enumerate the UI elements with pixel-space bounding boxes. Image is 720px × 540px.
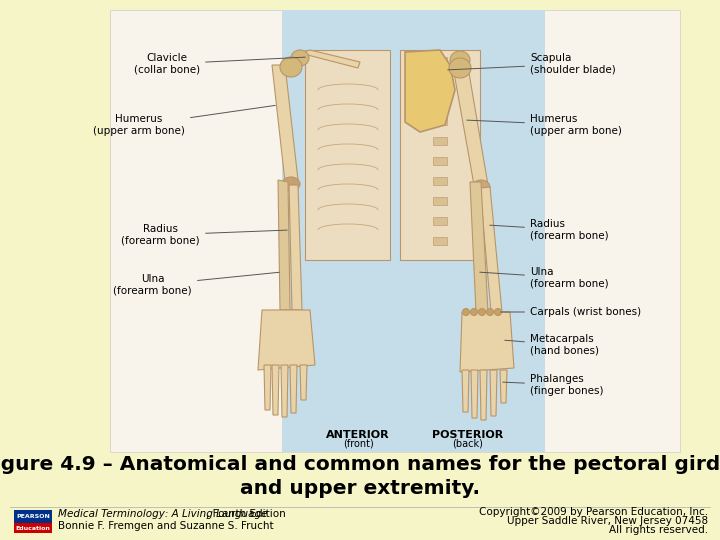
Polygon shape — [258, 310, 315, 370]
Polygon shape — [278, 180, 290, 310]
Polygon shape — [490, 370, 497, 416]
Ellipse shape — [280, 57, 302, 77]
Text: Education: Education — [16, 525, 50, 530]
Ellipse shape — [282, 177, 300, 191]
Bar — [433, 77, 447, 85]
Text: , Fourth Edition: , Fourth Edition — [206, 509, 286, 519]
Bar — [433, 97, 447, 105]
Text: Upper Saddle River, New Jersey 07458: Upper Saddle River, New Jersey 07458 — [507, 516, 708, 526]
Bar — [393, 10, 545, 452]
Text: Phalanges
(finger bones): Phalanges (finger bones) — [503, 374, 603, 396]
Text: Humerus
(upper arm bone): Humerus (upper arm bone) — [93, 105, 275, 136]
Bar — [433, 197, 447, 205]
Polygon shape — [264, 365, 271, 410]
Bar — [433, 157, 447, 165]
Ellipse shape — [462, 308, 469, 315]
Bar — [433, 217, 447, 225]
Polygon shape — [462, 370, 469, 412]
Text: Medical Terminology: A Living Language: Medical Terminology: A Living Language — [58, 509, 268, 519]
Text: PEARSON: PEARSON — [16, 514, 50, 518]
Ellipse shape — [472, 180, 490, 194]
Polygon shape — [480, 370, 487, 420]
Text: Carpals (wrist bones): Carpals (wrist bones) — [501, 307, 641, 317]
Text: Figure 4.9 – Anatomical and common names for the pectoral girdle: Figure 4.9 – Anatomical and common names… — [0, 456, 720, 475]
Bar — [282, 10, 435, 452]
Polygon shape — [300, 365, 307, 400]
Polygon shape — [500, 370, 507, 403]
Polygon shape — [471, 370, 478, 418]
Text: Copyright©2009 by Pearson Education, Inc.: Copyright©2009 by Pearson Education, Inc… — [479, 507, 708, 517]
Text: POSTERIOR: POSTERIOR — [433, 430, 503, 440]
Polygon shape — [405, 50, 455, 132]
Polygon shape — [305, 50, 390, 260]
Text: All rights reserved.: All rights reserved. — [609, 525, 708, 535]
Text: Bonnie F. Fremgen and Suzanne S. Frucht: Bonnie F. Fremgen and Suzanne S. Frucht — [58, 521, 274, 531]
Bar — [14, 523, 52, 533]
Ellipse shape — [291, 50, 309, 66]
Text: ANTERIOR: ANTERIOR — [326, 430, 390, 440]
Polygon shape — [400, 50, 480, 260]
Polygon shape — [272, 65, 298, 182]
Text: Radius
(forearm bone): Radius (forearm bone) — [122, 224, 287, 246]
Ellipse shape — [495, 308, 502, 315]
Text: Scapula
(shoulder blade): Scapula (shoulder blade) — [448, 53, 616, 75]
Text: Humerus
(upper arm bone): Humerus (upper arm bone) — [467, 114, 622, 136]
Polygon shape — [290, 365, 297, 413]
Text: (back): (back) — [453, 439, 483, 449]
Ellipse shape — [449, 58, 471, 78]
Bar — [433, 137, 447, 145]
Polygon shape — [453, 67, 488, 185]
Text: Radius
(forearm bone): Radius (forearm bone) — [490, 219, 608, 241]
Text: Ulna
(forearm bone): Ulna (forearm bone) — [480, 267, 608, 289]
Bar — [110, 10, 680, 452]
Text: Clavicle
(collar bone): Clavicle (collar bone) — [134, 53, 305, 75]
Bar — [14, 510, 52, 524]
Polygon shape — [460, 312, 514, 372]
Text: (front): (front) — [343, 439, 374, 449]
Bar — [433, 117, 447, 125]
Text: Ulna
(forearm bone): Ulna (forearm bone) — [113, 272, 279, 296]
Text: Metacarpals
(hand bones): Metacarpals (hand bones) — [505, 334, 599, 356]
Bar — [433, 177, 447, 185]
Ellipse shape — [487, 308, 493, 315]
Polygon shape — [281, 365, 288, 417]
Ellipse shape — [450, 51, 470, 69]
Bar — [433, 57, 447, 65]
Text: and upper extremity.: and upper extremity. — [240, 478, 480, 497]
Polygon shape — [470, 182, 488, 312]
Ellipse shape — [470, 308, 477, 315]
Polygon shape — [300, 50, 360, 68]
Polygon shape — [480, 187, 502, 312]
Polygon shape — [272, 365, 279, 415]
Polygon shape — [289, 185, 302, 310]
Bar — [433, 237, 447, 245]
Ellipse shape — [479, 308, 485, 315]
